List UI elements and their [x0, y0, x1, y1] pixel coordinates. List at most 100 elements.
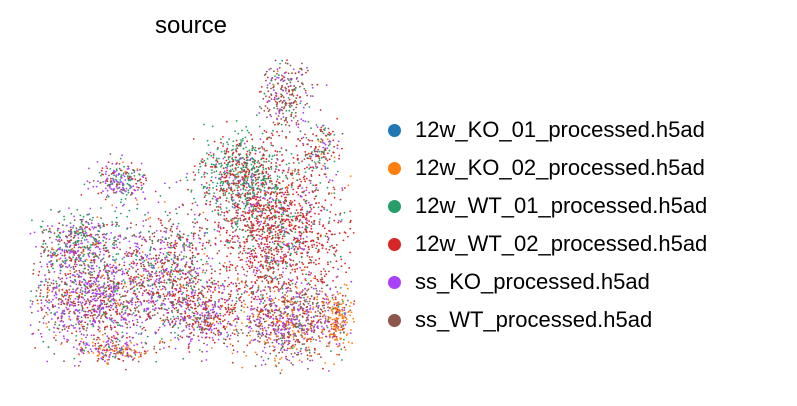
- scatter-point: [132, 312, 135, 314]
- scatter-point: [82, 248, 85, 251]
- scatter-point: [292, 193, 294, 196]
- scatter-point: [283, 303, 286, 306]
- scatter-point: [266, 260, 269, 262]
- scatter-point: [72, 256, 74, 259]
- scatter-point: [268, 235, 271, 238]
- scatter-point: [263, 250, 266, 253]
- scatter-point: [37, 286, 40, 289]
- scatter-point: [252, 314, 255, 316]
- scatter-point: [263, 275, 266, 277]
- scatter-point: [113, 259, 116, 262]
- scatter-point: [111, 273, 113, 275]
- scatter-point: [66, 330, 69, 332]
- scatter-point: [323, 281, 326, 284]
- scatter-point: [104, 266, 106, 268]
- scatter-point: [323, 307, 325, 309]
- scatter-point: [245, 204, 248, 206]
- scatter-point: [240, 144, 242, 147]
- scatter-point: [265, 293, 268, 295]
- scatter-point: [308, 352, 311, 354]
- scatter-point: [88, 283, 91, 285]
- scatter-point: [102, 286, 104, 289]
- scatter-point: [324, 315, 327, 318]
- scatter-point: [113, 285, 116, 287]
- scatter-point: [82, 260, 84, 263]
- scatter-point: [308, 355, 311, 357]
- scatter-point: [299, 214, 301, 217]
- scatter-point: [231, 154, 234, 157]
- scatter-point: [257, 335, 260, 338]
- scatter-point: [222, 136, 224, 138]
- scatter-point: [271, 262, 274, 265]
- scatter-point: [219, 184, 222, 187]
- scatter-point: [29, 299, 32, 302]
- scatter-point: [286, 177, 289, 180]
- scatter-point: [228, 234, 231, 237]
- scatter-point: [309, 210, 312, 213]
- scatter-point: [164, 304, 166, 306]
- scatter-point: [299, 350, 302, 352]
- scatter-point: [244, 166, 247, 169]
- scatter-point: [163, 341, 166, 344]
- scatter-point: [288, 223, 291, 226]
- scatter-point: [90, 312, 93, 315]
- scatter-point: [222, 194, 225, 197]
- scatter-point: [39, 295, 41, 298]
- scatter-point: [310, 280, 312, 282]
- scatter-point: [271, 234, 274, 237]
- scatter-point: [120, 302, 122, 305]
- scatter-point: [290, 204, 293, 206]
- scatter-point: [103, 289, 105, 292]
- scatter-point: [243, 351, 245, 353]
- scatter-point: [271, 155, 274, 158]
- scatter-point: [63, 254, 66, 256]
- scatter-point: [65, 245, 67, 248]
- scatter-point: [265, 170, 268, 173]
- scatter-point: [309, 323, 311, 325]
- scatter-point: [73, 263, 76, 266]
- scatter-point: [303, 310, 306, 313]
- scatter-point: [86, 234, 89, 237]
- scatter-point: [322, 367, 324, 370]
- scatter-point: [304, 332, 307, 335]
- scatter-point: [259, 196, 261, 199]
- scatter-point: [67, 325, 69, 328]
- scatter-point: [304, 312, 306, 315]
- scatter-point: [222, 157, 225, 160]
- scatter-point: [215, 170, 218, 173]
- scatter-point: [290, 298, 292, 301]
- scatter-point: [38, 284, 40, 287]
- scatter-point: [225, 266, 228, 268]
- scatter-point: [248, 172, 251, 174]
- scatter-point: [262, 157, 265, 160]
- scatter-point: [275, 355, 278, 357]
- scatter-point: [61, 249, 64, 252]
- scatter-point: [262, 176, 265, 179]
- scatter-point: [75, 256, 78, 259]
- scatter-point: [324, 319, 327, 322]
- scatter-point: [83, 278, 86, 281]
- scatter-point: [316, 301, 319, 304]
- scatter-point: [333, 246, 336, 249]
- scatter-point: [219, 268, 222, 271]
- scatter-point: [284, 340, 286, 342]
- scatter-point: [237, 160, 240, 163]
- scatter-point: [306, 283, 309, 286]
- scatter-point: [163, 308, 166, 311]
- scatter-point: [277, 226, 279, 229]
- scatter-point: [256, 210, 259, 213]
- scatter-point: [312, 191, 314, 194]
- scatter-point: [257, 288, 260, 291]
- scatter-point: [68, 234, 70, 237]
- scatter-point: [132, 324, 135, 326]
- scatter-point: [334, 250, 337, 253]
- scatter-point: [284, 298, 286, 301]
- scatter-point: [91, 305, 94, 308]
- scatter-point: [50, 265, 53, 268]
- scatter-point: [87, 222, 89, 224]
- scatter-point: [278, 182, 281, 185]
- scatter-point: [288, 347, 291, 350]
- scatter-point: [257, 166, 260, 169]
- scatter-point: [241, 214, 244, 217]
- scatter-point: [274, 328, 277, 331]
